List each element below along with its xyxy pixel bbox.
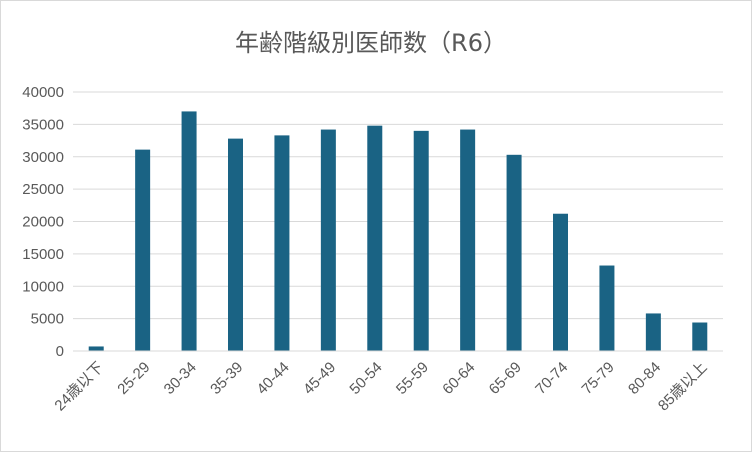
x-tick-label: 35-39 bbox=[207, 359, 246, 398]
x-tick-label: 25-29 bbox=[114, 359, 153, 398]
x-tick-label: 45-49 bbox=[300, 359, 339, 398]
x-tick-label: 24歳以下 bbox=[51, 359, 107, 415]
y-tick-label: 20000 bbox=[22, 214, 64, 231]
y-tick-label: 40000 bbox=[22, 84, 64, 101]
gridlines bbox=[73, 91, 723, 320]
bar bbox=[460, 129, 476, 351]
bar bbox=[320, 129, 336, 351]
x-tick-label: 75-79 bbox=[579, 359, 618, 398]
bar bbox=[228, 138, 243, 351]
chart-title: 年齢階級別医師数（R6） bbox=[235, 29, 507, 57]
x-tick-label: 50-54 bbox=[346, 359, 385, 398]
y-tick-label: 35000 bbox=[22, 116, 64, 133]
y-tick-label: 5000 bbox=[31, 311, 64, 328]
x-tick-label: 65-69 bbox=[486, 359, 525, 398]
bar bbox=[553, 213, 568, 351]
bar bbox=[692, 322, 708, 351]
x-tick-label: 60-64 bbox=[439, 359, 478, 398]
x-axis-ticks: 24歳以下 25-29 30-34 35-39 40-44 45-49 50-54 55-59… bbox=[51, 359, 710, 415]
bar bbox=[181, 111, 197, 351]
bar bbox=[367, 125, 383, 351]
x-tick-label: 55-59 bbox=[393, 359, 432, 398]
bar bbox=[413, 130, 429, 351]
y-tick-label: 25000 bbox=[22, 181, 64, 198]
y-tick-label: 15000 bbox=[22, 246, 64, 263]
y-axis-ticks: 0 5000 10000 15000 20000 25000 30000 35000 40000 bbox=[22, 84, 64, 360]
y-tick-label: 0 bbox=[56, 343, 64, 360]
x-tick-label: 70-74 bbox=[532, 359, 571, 398]
x-tick-label: 30-34 bbox=[161, 359, 200, 398]
bar bbox=[599, 265, 615, 351]
y-tick-label: 30000 bbox=[22, 149, 64, 166]
x-tick-label: 85歳以上 bbox=[655, 359, 711, 415]
bar bbox=[506, 154, 522, 351]
bars bbox=[88, 111, 708, 351]
bar bbox=[135, 149, 151, 351]
x-tick-label: 40-44 bbox=[254, 359, 293, 398]
bar bbox=[88, 346, 104, 351]
x-tick-label: 80-84 bbox=[625, 359, 664, 398]
bar bbox=[645, 313, 661, 351]
y-tick-label: 10000 bbox=[22, 278, 64, 295]
bar bbox=[274, 135, 290, 351]
